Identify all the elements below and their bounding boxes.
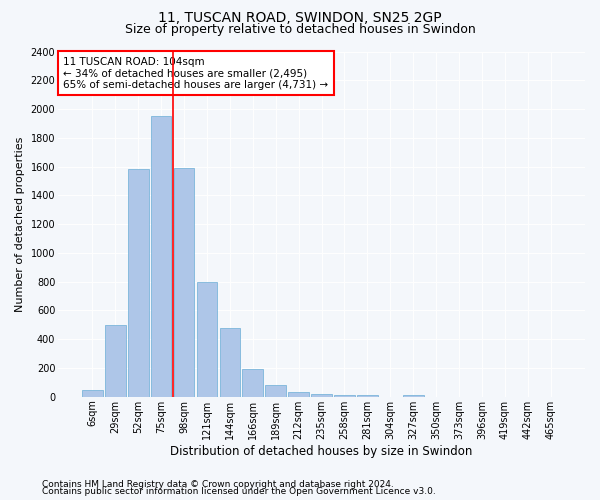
Bar bbox=[105, 325, 125, 397]
Bar bbox=[82, 390, 103, 397]
Bar bbox=[220, 328, 240, 397]
Bar bbox=[128, 170, 149, 397]
Text: Contains HM Land Registry data © Crown copyright and database right 2024.: Contains HM Land Registry data © Crown c… bbox=[42, 480, 394, 489]
Bar bbox=[151, 116, 172, 397]
Y-axis label: Number of detached properties: Number of detached properties bbox=[15, 136, 25, 312]
Bar bbox=[357, 396, 377, 397]
Text: 11, TUSCAN ROAD, SWINDON, SN25 2GP: 11, TUSCAN ROAD, SWINDON, SN25 2GP bbox=[158, 11, 442, 25]
Bar bbox=[289, 392, 309, 397]
Bar bbox=[242, 368, 263, 397]
Text: Contains public sector information licensed under the Open Government Licence v3: Contains public sector information licen… bbox=[42, 487, 436, 496]
Bar bbox=[403, 394, 424, 397]
Text: 11 TUSCAN ROAD: 104sqm
← 34% of detached houses are smaller (2,495)
65% of semi-: 11 TUSCAN ROAD: 104sqm ← 34% of detached… bbox=[64, 56, 328, 90]
Bar bbox=[174, 168, 194, 397]
Bar bbox=[311, 394, 332, 397]
Text: Size of property relative to detached houses in Swindon: Size of property relative to detached ho… bbox=[125, 22, 475, 36]
Bar bbox=[197, 282, 217, 397]
Bar bbox=[334, 394, 355, 397]
Bar bbox=[265, 384, 286, 397]
X-axis label: Distribution of detached houses by size in Swindon: Distribution of detached houses by size … bbox=[170, 444, 473, 458]
